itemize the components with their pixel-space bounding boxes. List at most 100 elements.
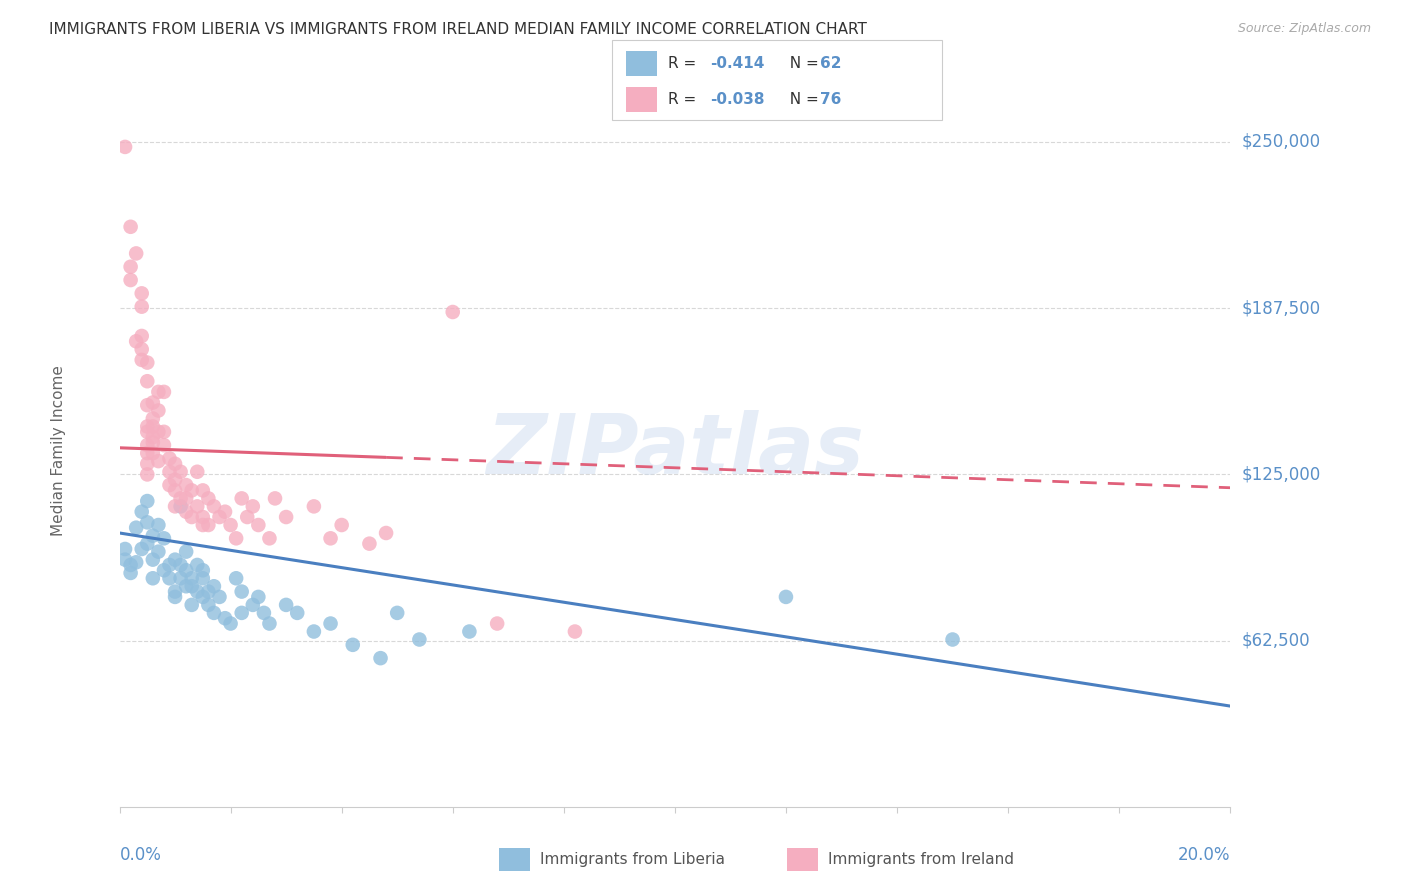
- Point: [148, 454, 170, 468]
- Text: IMMIGRANTS FROM LIBERIA VS IMMIGRANTS FROM IRELAND MEDIAN FAMILY INCOME CORRELAT: IMMIGRANTS FROM LIBERIA VS IMMIGRANTS FR…: [49, 22, 868, 37]
- Point: [163, 552, 186, 566]
- Point: [153, 384, 176, 399]
- Text: -0.414: -0.414: [710, 56, 765, 70]
- Point: [159, 465, 181, 479]
- Point: [142, 446, 165, 460]
- Point: [191, 563, 214, 577]
- Point: [231, 491, 253, 506]
- Point: [136, 467, 159, 482]
- Point: [131, 505, 153, 519]
- Point: [247, 590, 270, 604]
- Point: [148, 403, 170, 417]
- Text: $125,000: $125,000: [1241, 466, 1320, 483]
- Point: [202, 579, 225, 593]
- Point: [120, 558, 142, 572]
- Point: [197, 518, 219, 533]
- Point: [169, 465, 191, 479]
- Text: $187,500: $187,500: [1241, 299, 1320, 317]
- Point: [408, 632, 430, 647]
- Point: [253, 606, 276, 620]
- Point: [131, 541, 153, 556]
- Text: 20.0%: 20.0%: [1178, 847, 1230, 864]
- Point: [125, 246, 148, 260]
- Point: [153, 532, 176, 546]
- Point: [136, 536, 159, 550]
- Point: [259, 532, 281, 546]
- Text: Immigrants from Ireland: Immigrants from Ireland: [828, 853, 1014, 867]
- Point: [186, 558, 208, 572]
- Point: [142, 419, 165, 434]
- Point: [180, 510, 202, 524]
- Point: [159, 558, 181, 572]
- Point: [169, 558, 191, 572]
- Text: $62,500: $62,500: [1241, 632, 1310, 650]
- Point: [125, 521, 148, 535]
- Point: [125, 334, 148, 349]
- Point: [159, 478, 181, 492]
- Point: [242, 598, 264, 612]
- Point: [148, 544, 170, 558]
- Point: [259, 616, 281, 631]
- Point: [375, 526, 398, 541]
- Point: [136, 425, 159, 439]
- Point: [153, 438, 176, 452]
- Point: [136, 446, 159, 460]
- Point: [142, 411, 165, 425]
- Point: [197, 584, 219, 599]
- Point: [136, 374, 159, 388]
- Point: [153, 563, 176, 577]
- Point: [186, 584, 208, 599]
- Point: [163, 500, 186, 514]
- Point: [169, 571, 191, 585]
- Point: [225, 532, 247, 546]
- Point: [142, 571, 165, 585]
- Point: [191, 510, 214, 524]
- Point: [136, 419, 159, 434]
- Point: [274, 510, 298, 524]
- Point: [131, 353, 153, 368]
- Point: [302, 624, 325, 639]
- Text: Median Family Income: Median Family Income: [51, 365, 66, 536]
- Point: [191, 483, 214, 498]
- Point: [186, 465, 208, 479]
- Text: $250,000: $250,000: [1241, 133, 1320, 151]
- Point: [274, 598, 298, 612]
- Point: [370, 651, 392, 665]
- Point: [114, 541, 136, 556]
- Point: [180, 598, 202, 612]
- Point: [131, 329, 153, 343]
- Point: [219, 518, 242, 533]
- Point: [159, 451, 181, 466]
- Point: [236, 510, 259, 524]
- Point: [197, 598, 219, 612]
- Point: [163, 584, 186, 599]
- Point: [231, 584, 253, 599]
- Text: R =: R =: [668, 92, 702, 106]
- Point: [219, 616, 242, 631]
- Point: [486, 616, 509, 631]
- Point: [775, 590, 797, 604]
- Point: [186, 500, 208, 514]
- Point: [174, 544, 197, 558]
- Point: [169, 491, 191, 506]
- Point: [385, 606, 409, 620]
- Point: [231, 606, 253, 620]
- Point: [342, 638, 364, 652]
- Point: [136, 438, 159, 452]
- Point: [163, 457, 186, 471]
- Point: [163, 473, 186, 487]
- Text: 62: 62: [820, 56, 841, 70]
- Point: [285, 606, 308, 620]
- Text: N =: N =: [780, 92, 824, 106]
- Point: [302, 500, 325, 514]
- Text: Source: ZipAtlas.com: Source: ZipAtlas.com: [1237, 22, 1371, 36]
- Text: N =: N =: [780, 56, 824, 70]
- Point: [319, 532, 342, 546]
- Point: [142, 552, 165, 566]
- Point: [120, 566, 142, 580]
- Point: [142, 529, 165, 543]
- Point: [214, 611, 236, 625]
- Point: [131, 286, 153, 301]
- Point: [180, 571, 202, 585]
- Point: [142, 430, 165, 444]
